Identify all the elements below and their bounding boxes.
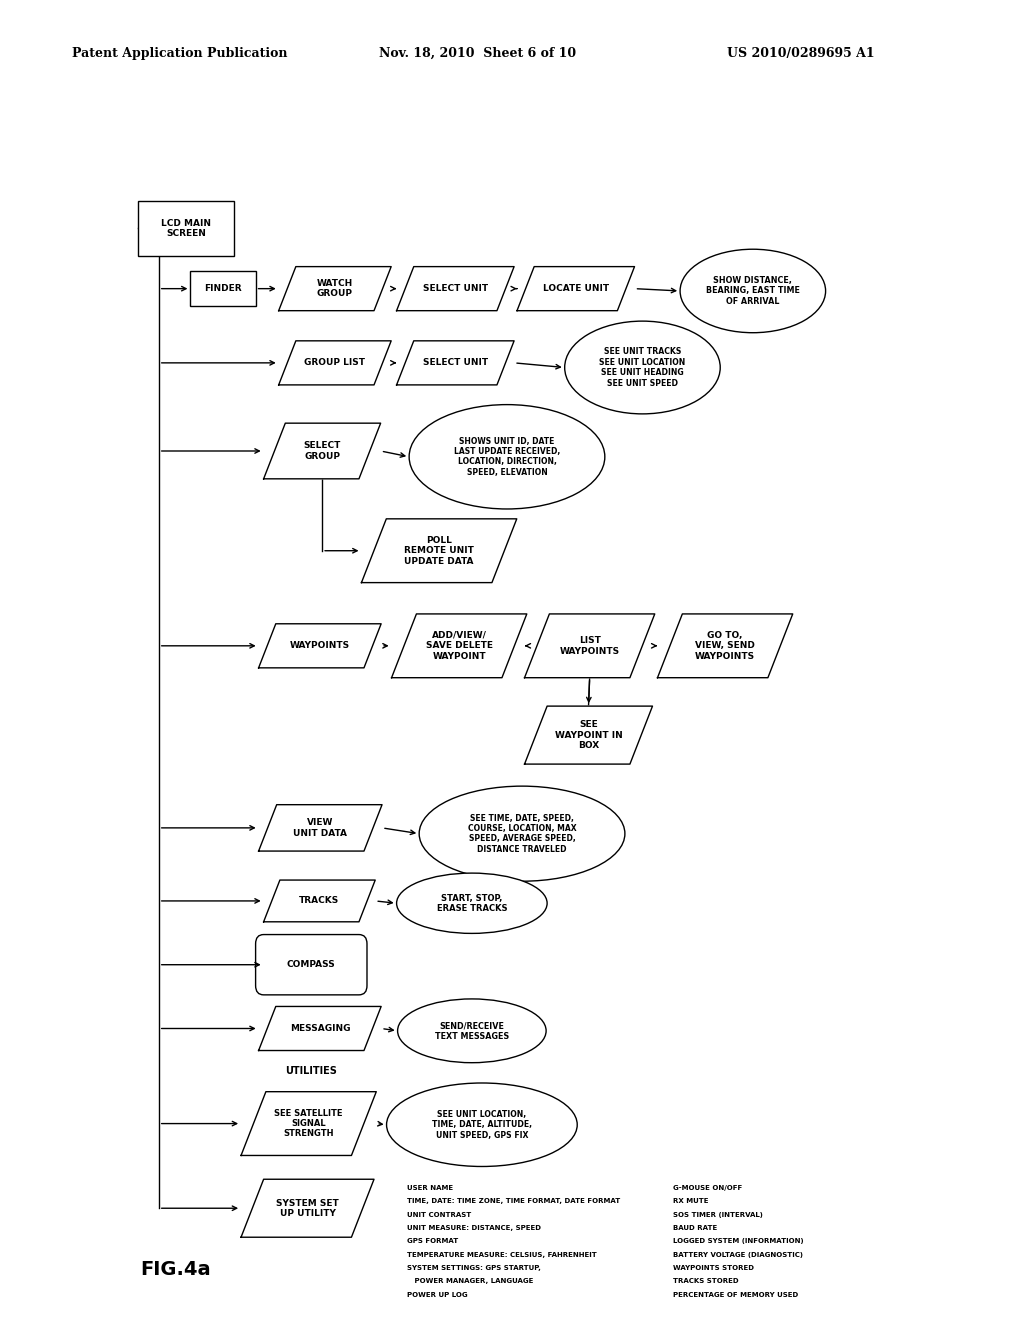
Ellipse shape	[680, 249, 825, 333]
Text: GO TO,
VIEW, SEND
WAYPOINTS: GO TO, VIEW, SEND WAYPOINTS	[695, 631, 755, 661]
Ellipse shape	[397, 999, 546, 1063]
Polygon shape	[263, 880, 375, 921]
Text: LCD MAIN
SCREEN: LCD MAIN SCREEN	[161, 219, 211, 238]
Text: WATCH
GROUP: WATCH GROUP	[316, 279, 353, 298]
Polygon shape	[279, 267, 391, 310]
Text: WAYPOINTS STORED: WAYPOINTS STORED	[673, 1265, 754, 1271]
Text: SYSTEM SET
UP UTILITY: SYSTEM SET UP UTILITY	[276, 1199, 339, 1218]
Text: WAYPOINTS: WAYPOINTS	[290, 642, 350, 651]
Text: SEND/RECEIVE
TEXT MESSAGES: SEND/RECEIVE TEXT MESSAGES	[435, 1022, 509, 1040]
Polygon shape	[524, 614, 654, 677]
Text: LIST
WAYPOINTS: LIST WAYPOINTS	[559, 636, 620, 656]
Text: TRACKS: TRACKS	[299, 896, 340, 906]
Text: BATTERY VOLTAGE (DIAGNOSTIC): BATTERY VOLTAGE (DIAGNOSTIC)	[673, 1251, 803, 1258]
Text: SHOWS UNIT ID, DATE
LAST UPDATE RECEIVED,
LOCATION, DIRECTION,
SPEED, ELEVATION: SHOWS UNIT ID, DATE LAST UPDATE RECEIVED…	[454, 437, 560, 477]
Text: START, STOP,
ERASE TRACKS: START, STOP, ERASE TRACKS	[436, 894, 507, 913]
Polygon shape	[657, 614, 793, 677]
Text: SELECT UNIT: SELECT UNIT	[423, 358, 487, 367]
Text: UNIT CONTRAST: UNIT CONTRAST	[407, 1212, 471, 1218]
FancyBboxPatch shape	[256, 935, 367, 995]
Text: SEE UNIT LOCATION,
TIME, DATE, ALTITUDE,
UNIT SPEED, GPS FIX: SEE UNIT LOCATION, TIME, DATE, ALTITUDE,…	[432, 1110, 531, 1139]
Text: US 2010/0289695 A1: US 2010/0289695 A1	[727, 46, 874, 59]
Text: Nov. 18, 2010  Sheet 6 of 10: Nov. 18, 2010 Sheet 6 of 10	[379, 46, 577, 59]
Text: SYSTEM SETTINGS: GPS STARTUP,: SYSTEM SETTINGS: GPS STARTUP,	[407, 1265, 541, 1271]
Text: USER NAME: USER NAME	[407, 1185, 453, 1191]
Text: SHOW DISTANCE,
BEARING, EAST TIME
OF ARRIVAL: SHOW DISTANCE, BEARING, EAST TIME OF ARR…	[706, 276, 800, 306]
Text: VIEW
UNIT DATA: VIEW UNIT DATA	[293, 818, 347, 838]
Text: SELECT UNIT: SELECT UNIT	[423, 284, 487, 293]
Text: SOS TIMER (INTERVAL): SOS TIMER (INTERVAL)	[673, 1212, 763, 1218]
Ellipse shape	[419, 787, 625, 882]
Polygon shape	[524, 706, 652, 764]
Text: FINDER: FINDER	[204, 284, 242, 293]
Text: MESSAGING: MESSAGING	[290, 1024, 350, 1034]
Text: SEE SATELLITE
SIGNAL
STRENGTH: SEE SATELLITE SIGNAL STRENGTH	[274, 1109, 343, 1138]
Polygon shape	[279, 341, 391, 385]
Text: SEE TIME, DATE, SPEED,
COURSE, LOCATION, MAX
SPEED, AVERAGE SPEED,
DISTANCE TRAV: SEE TIME, DATE, SPEED, COURSE, LOCATION,…	[468, 813, 577, 854]
Ellipse shape	[386, 1082, 578, 1167]
Polygon shape	[517, 267, 635, 310]
Text: TIME, DATE: TIME ZONE, TIME FORMAT, DATE FORMAT: TIME, DATE: TIME ZONE, TIME FORMAT, DATE…	[407, 1199, 620, 1204]
Text: POWER MANAGER, LANGUAGE: POWER MANAGER, LANGUAGE	[407, 1278, 534, 1284]
Text: GROUP LIST: GROUP LIST	[304, 358, 366, 367]
Polygon shape	[361, 519, 517, 582]
Polygon shape	[396, 341, 514, 385]
Text: SEE
WAYPOINT IN
BOX: SEE WAYPOINT IN BOX	[555, 721, 623, 750]
Text: PERCENTAGE OF MEMORY USED: PERCENTAGE OF MEMORY USED	[673, 1292, 798, 1298]
Polygon shape	[259, 1006, 381, 1051]
Text: G-MOUSE ON/OFF: G-MOUSE ON/OFF	[673, 1185, 741, 1191]
Polygon shape	[396, 267, 514, 310]
Ellipse shape	[396, 873, 547, 933]
Polygon shape	[263, 424, 381, 479]
Text: POWER UP LOG: POWER UP LOG	[407, 1292, 467, 1298]
Ellipse shape	[410, 405, 605, 510]
Text: LOGGED SYSTEM (INFORMATION): LOGGED SYSTEM (INFORMATION)	[673, 1238, 803, 1245]
Text: BAUD RATE: BAUD RATE	[673, 1225, 717, 1232]
Text: TRACKS STORED: TRACKS STORED	[673, 1278, 738, 1284]
Text: LOCATE UNIT: LOCATE UNIT	[543, 284, 609, 293]
Text: POLL
REMOTE UNIT
UPDATE DATA: POLL REMOTE UNIT UPDATE DATA	[404, 536, 474, 566]
Text: Patent Application Publication: Patent Application Publication	[72, 46, 287, 59]
Polygon shape	[259, 805, 382, 851]
Text: ADD/VIEW/
SAVE DELETE
WAYPOINT: ADD/VIEW/ SAVE DELETE WAYPOINT	[426, 631, 493, 661]
Text: UNIT MEASURE: DISTANCE, SPEED: UNIT MEASURE: DISTANCE, SPEED	[407, 1225, 541, 1232]
Text: GPS FORMAT: GPS FORMAT	[407, 1238, 458, 1245]
Ellipse shape	[564, 321, 720, 414]
Polygon shape	[259, 624, 381, 668]
Bar	[138, 201, 233, 256]
Text: SEE UNIT TRACKS
SEE UNIT LOCATION
SEE UNIT HEADING
SEE UNIT SPEED: SEE UNIT TRACKS SEE UNIT LOCATION SEE UN…	[599, 347, 686, 388]
Text: UTILITIES: UTILITIES	[286, 1067, 337, 1076]
Polygon shape	[391, 614, 526, 677]
Bar	[190, 271, 256, 306]
Polygon shape	[241, 1092, 376, 1155]
Text: FIG.4a: FIG.4a	[140, 1261, 211, 1279]
Text: COMPASS: COMPASS	[287, 960, 336, 969]
Text: TEMPERATURE MEASURE: CELSIUS, FAHRENHEIT: TEMPERATURE MEASURE: CELSIUS, FAHRENHEIT	[407, 1251, 596, 1258]
Polygon shape	[241, 1179, 374, 1237]
Text: SELECT
GROUP: SELECT GROUP	[303, 441, 341, 461]
Text: RX MUTE: RX MUTE	[673, 1199, 708, 1204]
